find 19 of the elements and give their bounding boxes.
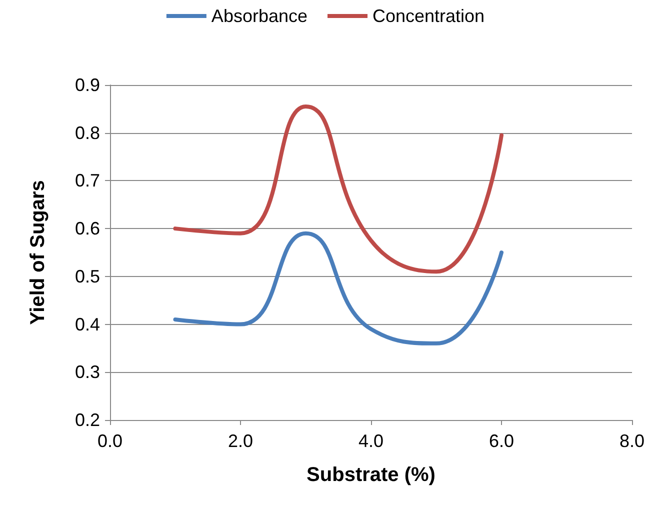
x-tick-label: 2.0 (228, 431, 254, 451)
y-tick-label: 0.2 (74, 410, 100, 430)
y-tick-label: 0.3 (74, 362, 100, 382)
x-tick-label: 8.0 (619, 431, 645, 451)
y-tick-label: 0.8 (74, 122, 100, 143)
x-tick-label: 6.0 (488, 431, 514, 451)
y-tick-label: 0.4 (74, 314, 100, 334)
x-tick-label: 0.0 (97, 431, 123, 451)
y-tick-label: 0.9 (74, 75, 100, 95)
x-axis-title: Substrate (%) (306, 464, 436, 486)
x-tick-label: 4.0 (358, 431, 384, 451)
y-axis-title: Yield of Sugars (27, 180, 49, 325)
legend-label: Absorbance (211, 6, 308, 26)
y-tick-label: 0.5 (74, 266, 100, 286)
line-series (173, 104, 504, 274)
y-tick-label: 0.7 (74, 170, 100, 191)
legend-label: Concentration (372, 6, 485, 26)
y-tick-label: 0.6 (74, 218, 100, 239)
line-series (173, 231, 504, 346)
